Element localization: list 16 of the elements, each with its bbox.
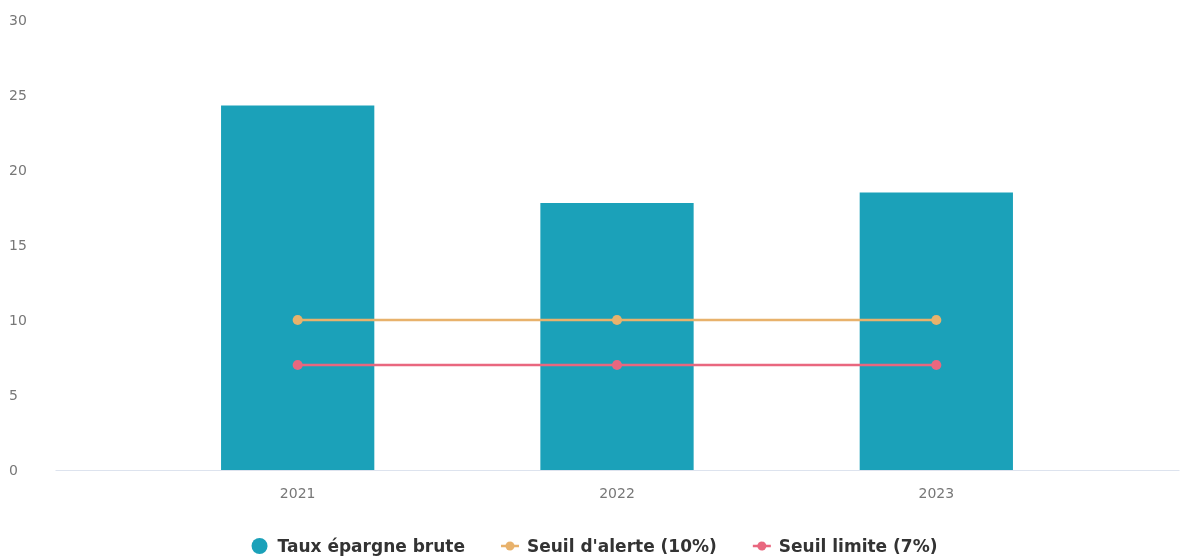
y-tick-label: 30 — [9, 11, 27, 28]
x-tick-label: 2023 — [918, 484, 955, 501]
y-tick-label: 0 — [9, 461, 18, 478]
y-tick-label: 20 — [9, 161, 27, 178]
bar — [859, 192, 1013, 470]
legend-label: Taux épargne brute — [277, 536, 465, 556]
y-tick-label: 15 — [9, 236, 27, 253]
legend-label: Seuil d'alerte (10%) — [526, 536, 717, 556]
x-tick-label: 2021 — [279, 484, 316, 501]
legend-label: Seuil limite (7%) — [778, 536, 938, 556]
y-tick-label: 25 — [9, 86, 27, 103]
y-tick-label: 5 — [9, 386, 18, 403]
y-tick-label: 10 — [9, 311, 27, 328]
bar — [540, 203, 694, 470]
bar — [221, 105, 375, 470]
x-tick-label: 2022 — [599, 484, 635, 501]
